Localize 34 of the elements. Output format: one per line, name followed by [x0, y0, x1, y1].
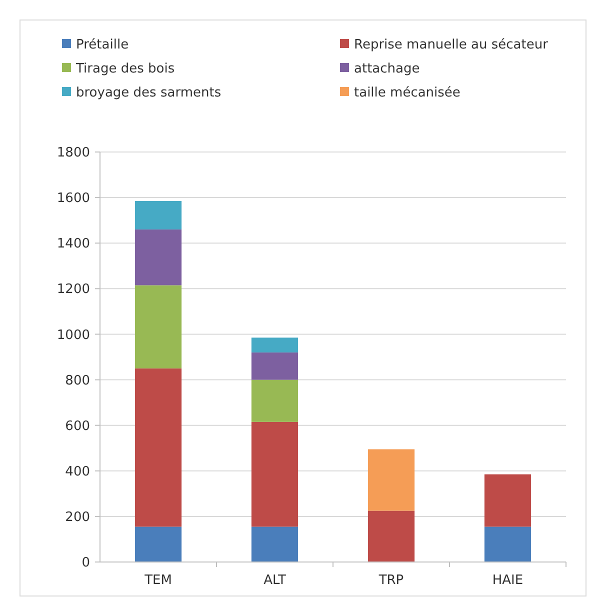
y-tick-label: 200 [65, 510, 90, 525]
bar [251, 352, 298, 380]
y-tick-label: 400 [65, 464, 90, 480]
bar [368, 449, 415, 511]
bar [251, 526, 298, 562]
legend-label: attachage [354, 62, 420, 77]
y-tick-label: 800 [65, 373, 90, 388]
bar [368, 510, 415, 562]
legend-label: taille mécanisée [354, 86, 460, 101]
bar [484, 526, 532, 562]
bar [134, 526, 182, 562]
bar [484, 474, 532, 527]
bar [134, 229, 182, 286]
y-tick-label: 1800 [56, 146, 90, 161]
bar [134, 368, 182, 527]
y-tick-label: 0 [82, 556, 90, 571]
bar [134, 285, 182, 368]
bar [251, 338, 298, 352]
x-tick-label: ALT [264, 573, 286, 588]
y-tick-label: 600 [65, 418, 90, 434]
x-tick-label: TRP [378, 573, 404, 588]
legend-label: Reprise manuelle au sécateur [354, 38, 549, 53]
bar [251, 422, 298, 527]
legend-label: Tirage des bois [75, 62, 175, 77]
x-tick-label: TEM [144, 573, 172, 588]
y-tick-label: 1400 [56, 236, 90, 252]
bar [251, 380, 298, 422]
x-tick-label: HAIE [492, 573, 524, 588]
y-tick-label: 1600 [56, 191, 90, 206]
legend-label: Prétaille [76, 38, 129, 53]
y-tick-label: 1200 [56, 282, 90, 298]
y-tick-label: 1000 [56, 328, 90, 343]
bar [134, 200, 182, 230]
legend-label: broyage des sarments [76, 86, 222, 101]
